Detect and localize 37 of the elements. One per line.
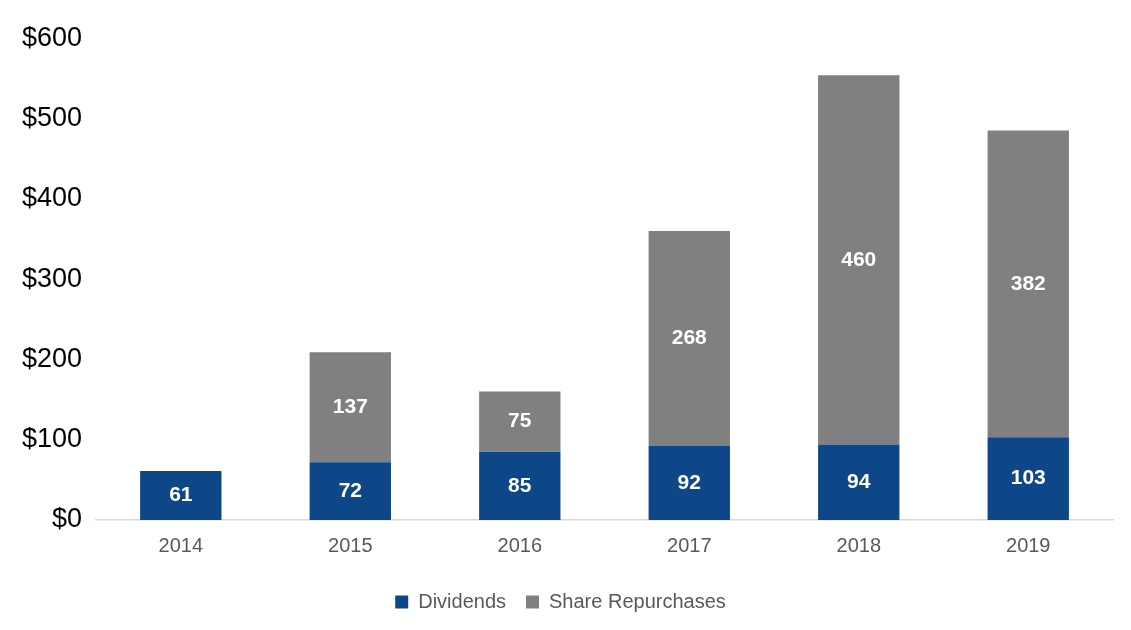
data-label: 460 [841, 246, 877, 270]
legend-label: Dividends [418, 589, 507, 612]
data-label: 268 [671, 325, 708, 349]
x-tick-label: 2018 [836, 533, 882, 556]
data-label: 137 [332, 393, 368, 417]
y-tick-label: $600 [21, 21, 83, 52]
y-tick-label: $400 [21, 182, 83, 213]
y-tick-label: $500 [21, 101, 83, 132]
data-label: 61 [169, 482, 193, 506]
bar [648, 446, 730, 520]
bar [818, 444, 900, 520]
y-tick-label: $200 [21, 342, 83, 373]
data-label: 103 [1010, 465, 1046, 489]
bar [818, 75, 900, 445]
data-label: 382 [1010, 270, 1046, 294]
bar [479, 391, 561, 452]
data-label: 75 [508, 408, 532, 432]
x-tick-label: 2017 [667, 533, 712, 556]
data-label: 72 [338, 477, 362, 501]
data-label: 85 [508, 472, 532, 496]
x-tick-label: 2019 [1006, 533, 1051, 556]
x-tick-label: 2014 [158, 533, 204, 556]
data-label: 94 [847, 469, 871, 493]
bar [309, 352, 391, 463]
bar [987, 130, 1069, 438]
bar [309, 462, 391, 520]
y-tick-label: $300 [21, 262, 83, 293]
legend-label: Share Repurchases [549, 589, 726, 612]
y-tick-label: $100 [21, 423, 83, 454]
x-tick-label: 2015 [328, 533, 373, 556]
x-tick-label: 2016 [497, 533, 543, 556]
y-tick-label: $0 [52, 503, 83, 534]
data-label: 92 [677, 469, 701, 493]
bar [987, 437, 1069, 520]
bar [648, 230, 730, 447]
bar [479, 451, 561, 520]
bar [140, 471, 222, 520]
